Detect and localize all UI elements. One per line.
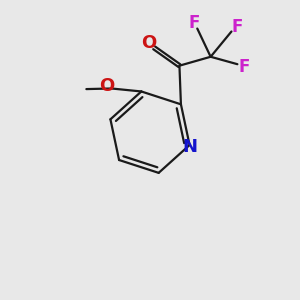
Text: O: O xyxy=(99,77,114,95)
Text: N: N xyxy=(183,137,198,155)
Text: F: F xyxy=(238,58,250,76)
Text: F: F xyxy=(232,18,243,36)
Text: F: F xyxy=(189,14,200,32)
Text: O: O xyxy=(142,34,157,52)
